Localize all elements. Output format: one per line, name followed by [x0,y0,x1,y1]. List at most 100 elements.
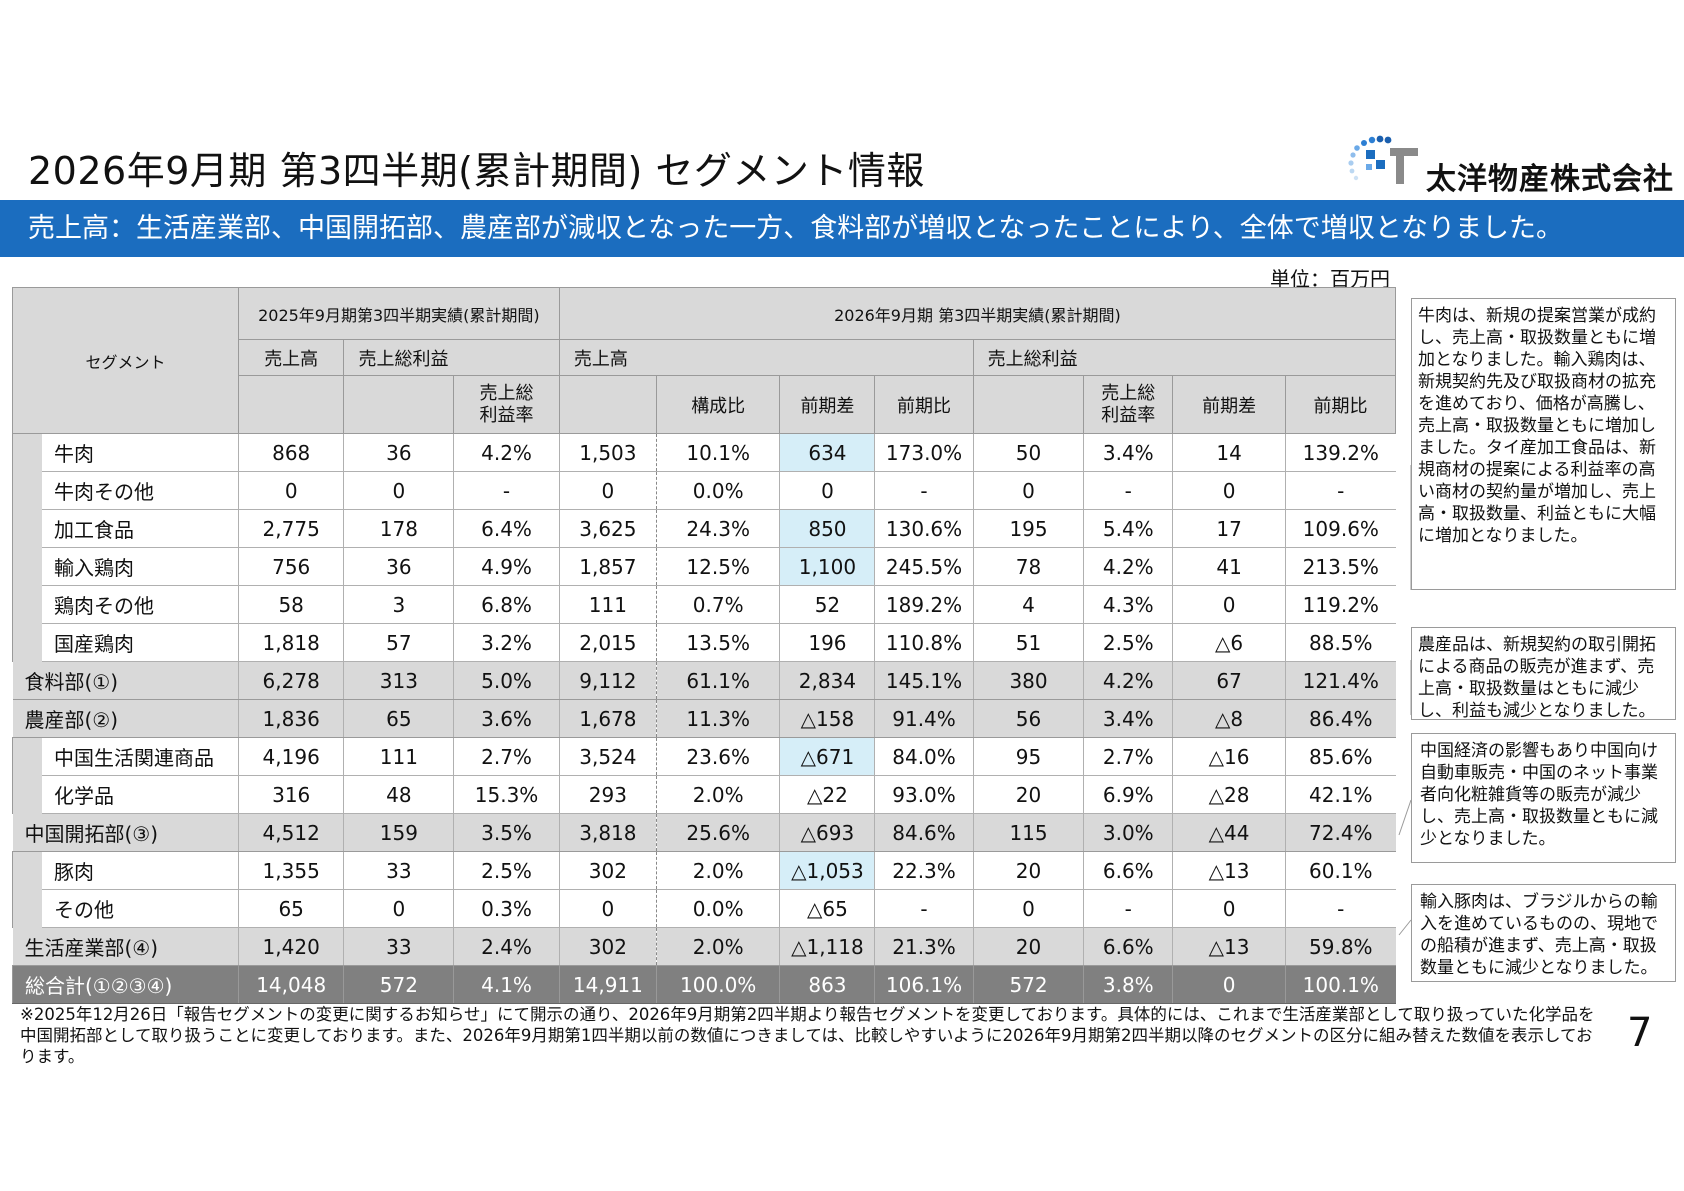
curr-gross-header: 売上総利益 [972,339,1397,376]
subtotal-name: 生活産業部(④) [12,927,239,966]
table-cell: 84.6% [874,813,974,852]
table-cell: 4.2% [1083,661,1173,700]
prev-margin-header: 売上総 利益率 [453,375,560,434]
table-cell: 0 [237,471,344,510]
table-cell: 0 [1172,889,1286,928]
curr-sales-header: 売上高 [558,339,974,376]
table-cell: 6.4% [453,509,560,548]
table-cell: 0.0% [655,889,780,928]
table-cell: 78 [972,547,1084,586]
indent-spacer [12,471,43,510]
table-cell: 14 [1172,433,1286,472]
table-cell: △44 [1172,813,1286,852]
table-cell: 380 [972,661,1084,700]
table-cell: 106.1% [874,965,974,1004]
table-cell: 572 [972,965,1084,1004]
segment-name: 牛肉その他 [42,471,239,510]
table-cell: 33 [343,927,454,966]
table-cell: 93.0% [874,775,974,814]
page-title: 2026年9月期 第3四半期(累計期間) セグメント情報 [28,149,925,193]
table-cell: 2.7% [1083,737,1173,776]
table-cell: 4.9% [453,547,560,586]
table-cell: 51 [972,623,1084,662]
table-cell: 0 [779,471,875,510]
segment-name: 鶏肉その他 [42,585,239,624]
empty-header-cell [972,375,1085,434]
table-cell: - [874,889,974,928]
subtotal-name: 中国開拓部(③) [12,813,239,852]
table-cell: 52 [779,585,875,624]
table-cell: 65 [343,699,454,738]
table-cell: 4.2% [1083,547,1173,586]
table-cell: 572 [343,965,454,1004]
table-row: 輸入鶏肉 756 36 4.9% 1,857 12.5% 1,100 245.5% 78 4.2%… [12,547,1396,586]
table-cell: 85.6% [1285,737,1396,776]
table-cell: 67 [1172,661,1286,700]
table-cell: 4,512 [237,813,344,852]
table-cell: 316 [237,775,344,814]
table-cell: 145.1% [874,661,974,700]
subtotal-row: 中国開拓部(③) 4,512 159 3.5% 3,818 25.6% △693 84.6% 1… [12,813,1396,852]
page-number: 7 [1627,1010,1653,1056]
table-cell: 634 [779,433,875,472]
table-cell: 245.5% [874,547,974,586]
table-cell: 850 [779,509,875,548]
table-row: 鶏肉その他 58 3 6.8% 111 0.7% 52 189.2% 4 4.3% 0 119.2% [12,585,1396,624]
table-cell: 4.1% [453,965,560,1004]
ratio-header: 前期比 [874,375,974,434]
table-row: その他 65 0 0.3% 0 0.0% △65-0-0- [12,889,1396,928]
table-row: 加工食品 2,775 178 6.4% 3,625 24.3% 850 130.6% 195 5.… [12,509,1396,548]
table-cell: 139.2% [1285,433,1396,472]
table-cell: 121.4% [1285,661,1396,700]
table-cell: 159 [343,813,454,852]
curr-margin-header: 売上総 利益率 [1083,375,1174,434]
table-row: 牛肉 868 36 4.2% 1,503 10.1% 634 173.0% 50 3.4% 14 13… [12,433,1396,472]
table-cell: 4.2% [453,433,560,472]
table-cell: 95 [972,737,1084,776]
table-cell: 56 [972,699,1084,738]
table-cell: 10.1% [655,433,780,472]
table-cell: - [1285,889,1396,928]
table-cell: 60.1% [1285,851,1396,890]
gross-diff-header: 前期差 [1172,375,1287,434]
table-cell: 48 [343,775,454,814]
table-cell: 23.6% [655,737,780,776]
table-cell: 0 [558,471,657,510]
table-cell: 2.0% [655,851,780,890]
table-cell: 3.4% [1083,433,1173,472]
table-cell: 11.3% [655,699,780,738]
table-cell: 3.5% [453,813,560,852]
table-cell: 3.6% [453,699,560,738]
prev-gross-header: 売上総利益 [343,339,560,376]
table-cell: △1,118 [779,927,875,966]
table-cell: 9,112 [558,661,657,700]
table-cell: 6,278 [237,661,344,700]
table-cell: 41 [1172,547,1286,586]
table-cell: 2.0% [655,775,780,814]
table-cell: 2.4% [453,927,560,966]
logo-text: 太洋物産株式会社 [1426,162,1674,197]
table-cell: 111 [343,737,454,776]
table-cell: 173.0% [874,433,974,472]
indent-spacer [12,509,43,548]
summary-banner: 売上高：生活産業部、中国開拓部、農産部が減収となった一方、食料部が増収となったこ… [0,200,1684,257]
table-cell: 0.0% [655,471,780,510]
table-cell: - [874,471,974,510]
note-life: 輸入豚肉は、ブラジルからの輸入を進めているものの、現地での船積が進まず、売上高・… [1411,884,1676,982]
indent-spacer [12,547,43,586]
table-cell: 1,818 [237,623,344,662]
table-cell: 88.5% [1285,623,1396,662]
table-cell: - [1285,471,1396,510]
table-cell: 1,420 [237,927,344,966]
table-cell: △158 [779,699,875,738]
table-cell: 100.0% [655,965,780,1004]
table-cell: 1,355 [237,851,344,890]
indent-spacer [12,585,43,624]
table-cell: 86.4% [1285,699,1396,738]
prev-sales-header: 売上高 [237,339,345,376]
table-row: 豚肉 1,355 33 2.5% 302 2.0% △1,053 22.3% 20 6.6% △13… [12,851,1396,890]
table-cell: 14,911 [558,965,657,1004]
table-cell: 189.2% [874,585,974,624]
table-cell: 61.1% [655,661,780,700]
table-cell: 863 [779,965,875,1004]
